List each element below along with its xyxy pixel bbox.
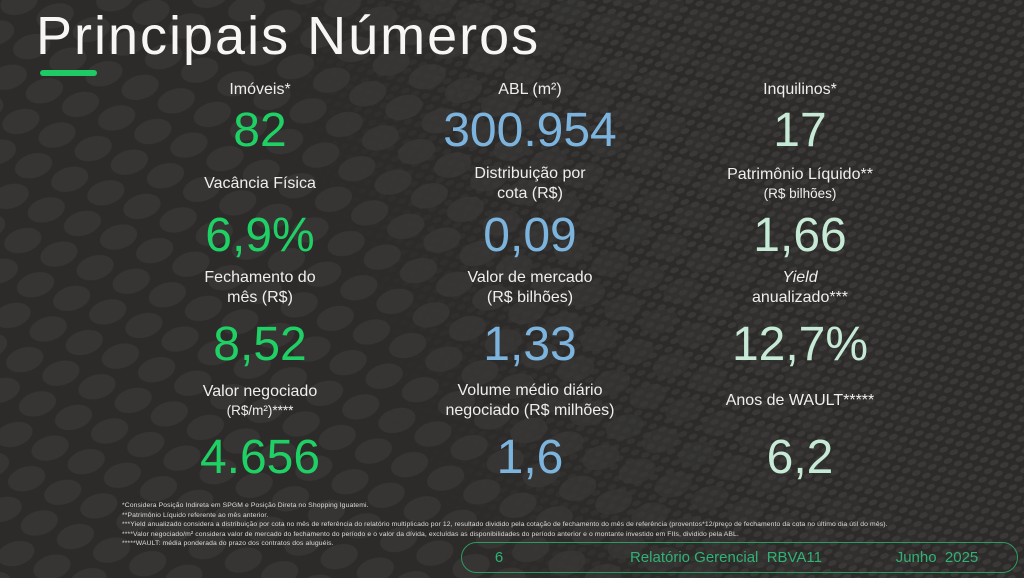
footnote-line: *Considera Posição Indireta em SPGM e Po… <box>122 502 369 509</box>
metric-label: Valor de mercado (R$ bilhões) <box>395 264 665 312</box>
metric-label-line: cota (R$) <box>497 185 563 202</box>
metric-label-line: (R$ bilhões) <box>486 289 574 306</box>
metric-label-line: Patrimônio Líquido** <box>727 166 873 183</box>
metric-yield: Yield anualizado*** 12,7% <box>665 264 935 377</box>
metric-wault: Anos de WAULT***** 6,2 <box>665 377 935 491</box>
metric-value: 0,09 <box>483 209 577 262</box>
metric-value: 1,66 <box>753 209 847 262</box>
metric-label-line: ABL (m²) <box>498 81 562 98</box>
metric-label: Volume médio diário negociado (R$ milhõe… <box>395 377 665 425</box>
footnote-line: ***Yield anualizado considera a distribu… <box>122 521 888 529</box>
metric-inquilinos: Inquilinos* 17 <box>665 78 935 160</box>
page-number: 6 <box>494 548 504 566</box>
metric-label-line: negociado (R$ milhões) <box>445 402 615 419</box>
metric-label-line: Volume médio diário <box>457 382 603 399</box>
metric-label-line: Distribuição por <box>474 165 586 182</box>
metric-value: 12,7% <box>731 317 869 371</box>
title-underline <box>40 70 97 76</box>
metric-patrimonio: Patrimônio Líquido** (R$ bilhões) 1,66 <box>665 160 935 264</box>
metric-label-line: (R$ bilhões) <box>763 186 837 201</box>
metric-label-line: Valor de mercado <box>467 269 593 286</box>
report-title: Relatório Gerencial RBVA11 <box>629 548 823 566</box>
metric-fechamento: Fechamento do mês (R$) 8,52 <box>125 264 395 377</box>
metric-valor-negociado: Valor negociado (R$/m²)**** 4.656 <box>125 377 395 491</box>
metric-value: 17 <box>773 104 827 157</box>
metric-value: 82 <box>233 104 287 157</box>
metric-distribuicao: Distribuição por cota (R$) 0,09 <box>395 160 665 264</box>
report-date: Junho 2025 <box>895 548 979 566</box>
metric-vacancia: Vacância Física 6,9% <box>125 160 395 264</box>
metric-label: Imóveis* <box>125 78 395 102</box>
metric-volume: Volume médio diário negociado (R$ milhõe… <box>395 377 665 491</box>
metric-label: Distribuição por cota (R$) <box>395 160 665 208</box>
metric-value: 300.954 <box>443 104 617 157</box>
footnote-line: **Patrimônio Líquido referente ao mês an… <box>122 511 269 519</box>
metric-label-line: Vacância Física <box>204 175 316 192</box>
metric-label-line: mês (R$) <box>227 289 293 306</box>
metric-label-line: Valor negociado <box>202 383 318 400</box>
footer-bar: 6 Relatório Gerencial RBVA11 Junho 2025 <box>461 542 1018 573</box>
metric-abl: ABL (m²) 300.954 <box>395 78 665 160</box>
metric-label: Anos de WAULT***** <box>665 377 935 425</box>
metric-label: Patrimônio Líquido** (R$ bilhões) <box>665 160 935 208</box>
footnote-line: ****Valor negociado/m² considera valor d… <box>122 530 739 538</box>
metric-label-line: Inquilinos* <box>763 81 837 98</box>
metric-label: Yield anualizado*** <box>665 264 935 312</box>
metric-label-line: anualizado*** <box>751 289 849 306</box>
metric-valor-mercado: Valor de mercado (R$ bilhões) 1,33 <box>395 264 665 377</box>
metric-label: Vacância Física <box>125 160 395 208</box>
metric-value: 6,9% <box>205 209 315 262</box>
footnotes: *Considera Posição Indireta em SPGM e Po… <box>122 501 952 549</box>
metric-label: ABL (m²) <box>395 78 665 102</box>
metric-label-line: Fechamento do <box>204 269 316 286</box>
metric-label-line: (R$/m²)**** <box>226 403 294 418</box>
page-title: Principais Números <box>36 6 541 66</box>
metric-value: 4.656 <box>199 431 321 484</box>
metric-label: Valor negociado (R$/m²)**** <box>125 377 395 425</box>
footnote-line: *****WAULT: média ponderada do prazo dos… <box>122 540 334 548</box>
metric-imoveis: Imóveis* 82 <box>125 78 395 160</box>
metric-label-line: Imóveis* <box>229 81 291 98</box>
metric-label: Inquilinos* <box>665 78 935 102</box>
metric-value: 6,2 <box>766 431 834 484</box>
metric-value: 1,6 <box>496 431 564 484</box>
metric-value: 8,52 <box>213 317 307 371</box>
metric-label-line: Anos de WAULT***** <box>725 392 875 409</box>
metric-label-line: Yield <box>782 269 818 286</box>
metric-label: Fechamento do mês (R$) <box>125 264 395 312</box>
metric-value: 1,33 <box>483 317 577 371</box>
metrics-grid: Imóveis* 82 ABL (m²) 300.954 Inquilinos*… <box>125 78 935 491</box>
